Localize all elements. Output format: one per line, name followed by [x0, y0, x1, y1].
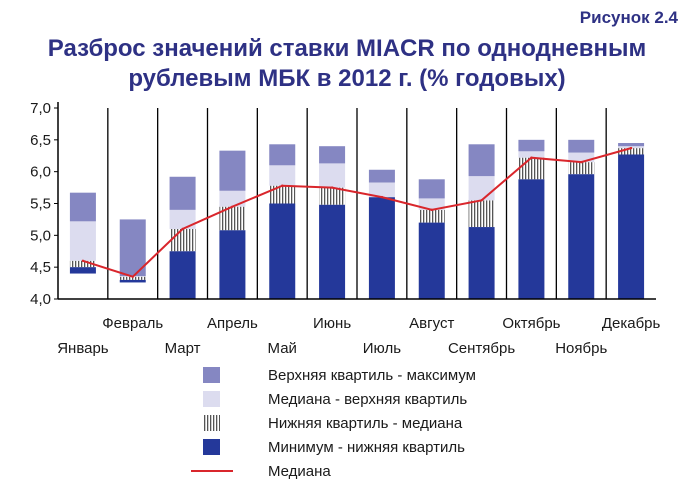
legend: Верхняя квартиль - максимум Медиана - вер…: [191, 367, 476, 480]
month-label: Август: [409, 315, 454, 332]
box-min-lower: [69, 267, 96, 274]
box-min-lower: [119, 279, 146, 283]
legend-swatch: [203, 367, 220, 383]
legend-swatch: [203, 415, 220, 431]
figure-label: Рисунок 2.4: [579, 8, 678, 27]
box-median-upper: [568, 152, 595, 163]
box-upper-max: [568, 139, 595, 153]
median-point: [131, 275, 134, 278]
median-point: [181, 227, 184, 231]
box-upper-max: [368, 169, 395, 183]
box-median-upper: [468, 176, 495, 201]
median-point: [430, 208, 433, 212]
box-layer: [69, 139, 645, 299]
median-point: [330, 186, 334, 189]
axes-layer: [54, 102, 656, 300]
box-lower-median: [468, 200, 495, 228]
chart-title: Разброс значений ставки MIACR по однодне…: [40, 34, 654, 94]
box-min-lower: [418, 222, 445, 299]
box-min-lower: [368, 197, 395, 299]
box-median-upper: [219, 190, 246, 207]
chart-title-line-2: рублевым МБК в 2012 г. (% годовых): [128, 65, 566, 92]
month-label: Апрель: [207, 315, 258, 332]
box-min-lower: [568, 174, 595, 299]
median-point: [231, 205, 234, 208]
box-lower-median: [418, 209, 445, 223]
month-label: Декабрь: [602, 315, 661, 332]
median-line: [82, 147, 632, 278]
legend-label: Медиана - верхняя квартиль: [268, 391, 467, 408]
chart-title-line-1: Разброс значений ставки MIACR по однодне…: [47, 35, 647, 62]
median-line-layer: [81, 146, 633, 278]
box-lower-median: [219, 206, 246, 231]
month-label: Октябрь: [502, 315, 560, 332]
box-median-upper: [319, 163, 346, 188]
y-tick-label: 5,0: [30, 227, 51, 244]
box-upper-max: [169, 176, 196, 210]
box-min-lower: [169, 251, 196, 299]
legend-label: Нижняя квартиль - медиана: [268, 415, 463, 432]
month-label: Март: [165, 340, 201, 357]
box-min-lower: [518, 179, 545, 299]
legend-swatch: [203, 391, 220, 407]
box-min-lower: [618, 154, 645, 299]
month-label: Февраль: [102, 315, 163, 332]
box-median-upper: [368, 182, 395, 198]
box-min-lower: [319, 204, 346, 299]
y-tick-label: 7,0: [30, 100, 51, 117]
y-tick-label: 6,0: [30, 164, 51, 181]
legend-swatch: [203, 439, 220, 455]
median-point: [380, 195, 384, 199]
box-lower-median: [169, 228, 196, 252]
box-lower-median: [269, 185, 296, 204]
month-label: Май: [268, 340, 297, 357]
month-label: Ноябрь: [555, 340, 607, 357]
month-label: Июль: [363, 340, 401, 357]
box-upper-max: [219, 150, 246, 191]
median-point: [530, 156, 533, 159]
month-label: Июнь: [313, 315, 351, 332]
box-min-lower: [468, 227, 495, 299]
y-tick-label: 5,5: [30, 196, 51, 213]
month-label: Январь: [57, 340, 109, 357]
box-upper-max: [518, 139, 545, 152]
y-tick-label: 4,0: [30, 291, 51, 308]
box-lower-median: [69, 260, 96, 268]
median-point: [629, 146, 633, 150]
box-min-lower: [219, 230, 246, 299]
month-label: Сентябрь: [448, 340, 515, 357]
box-upper-max: [269, 144, 296, 166]
box-lower-median: [319, 187, 346, 205]
box-lower-median: [518, 157, 545, 180]
box-upper-max: [618, 143, 645, 147]
median-point: [580, 160, 583, 164]
y-tick-label: 4,5: [30, 259, 51, 276]
box-upper-max: [119, 219, 146, 277]
legend-label: Медиана: [268, 463, 331, 480]
box-min-lower: [269, 203, 296, 299]
legend-label: Верхняя квартиль - максимум: [268, 367, 476, 384]
box-upper-max: [69, 192, 96, 222]
box-median-upper: [169, 209, 196, 229]
box-lower-median: [119, 276, 146, 280]
box-upper-max: [418, 179, 445, 199]
y-tick-label: 6,5: [30, 132, 51, 149]
median-point: [480, 199, 483, 202]
median-point: [81, 259, 85, 262]
box-median-upper: [69, 221, 96, 261]
box-median-upper: [269, 165, 296, 186]
box-upper-max: [319, 146, 346, 164]
box-lower-median: [618, 148, 645, 155]
box-upper-max: [468, 144, 495, 177]
median-point: [281, 184, 284, 187]
legend-label: Минимум - нижняя квартиль: [268, 439, 465, 456]
box-median-upper: [418, 198, 445, 210]
grid-layer: [107, 108, 607, 299]
box-lower-median: [568, 162, 595, 175]
box-median-upper: [518, 151, 545, 158]
